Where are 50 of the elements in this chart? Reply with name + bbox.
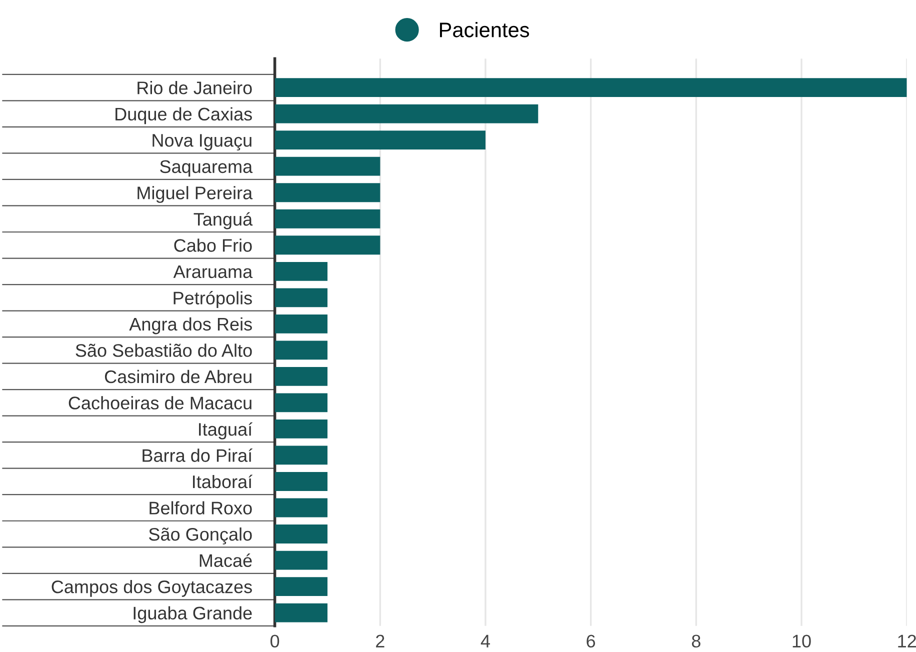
y-tick-label: São Sebastião do Alto [76, 344, 252, 357]
y-tick-label: Belford Roxo [150, 501, 252, 514]
legend-label: Pacientes [440, 22, 530, 38]
y-tick-label: Casimiro de Abreu [104, 370, 252, 384]
bar [274, 366, 328, 386]
x-tick-label: 12 [898, 634, 916, 648]
y-tick-label: Itaguaí [199, 422, 253, 440]
y-tick-label: Duque de Caxias [116, 107, 252, 124]
y-tick-label: Rio de Janeiro [138, 81, 252, 94]
bar [274, 130, 486, 150]
y-tick-label: Cabo Frio [174, 238, 252, 252]
y-tick-label: Itaboraí [193, 474, 253, 488]
y-tick-label: Petrópolis [174, 291, 252, 308]
x-tick-label: 2 [376, 634, 384, 648]
y-tick-label: Tanguá [194, 212, 253, 230]
bar [274, 393, 328, 412]
bar [274, 262, 328, 281]
y-tick-label: São Gonçalo [149, 527, 252, 544]
y-tick-label: Nova Iguaçu [152, 134, 252, 150]
y-tick-label: Campos dos Goytacazes [52, 580, 252, 597]
bar [274, 104, 538, 124]
bar [274, 288, 328, 308]
bar [274, 340, 328, 360]
bar [274, 550, 328, 570]
bar [274, 183, 380, 202]
bar [274, 209, 380, 228]
y-tick-label: Iguaba Grande [134, 606, 252, 624]
y-tick-label: Saquarema [160, 160, 253, 177]
y-tick-label: Araruama [173, 266, 253, 278]
y-tick-label: Cachoeiras de Macacu [68, 396, 252, 410]
bar [274, 498, 328, 518]
bar [274, 446, 328, 465]
x-tick-label: 0 [270, 634, 280, 648]
bar [274, 603, 328, 622]
y-tick-label: Miguel Pereira [138, 186, 253, 203]
y-tick-label: Angra dos Reis [129, 317, 252, 334]
y-tick-label: Macaé [200, 554, 252, 567]
bar [274, 236, 380, 255]
x-tick-label: 8 [692, 634, 700, 648]
y-tick-label: Barra do Piraí [142, 448, 253, 462]
x-tick-label: 6 [586, 634, 596, 648]
x-tick-label: 10 [792, 634, 811, 648]
bar [274, 156, 380, 176]
bar [274, 420, 328, 438]
bar [274, 472, 328, 491]
bar [274, 78, 907, 98]
bar [274, 524, 328, 544]
x-tick-label: 4 [480, 634, 490, 648]
bar [274, 577, 328, 596]
bar [274, 314, 328, 334]
